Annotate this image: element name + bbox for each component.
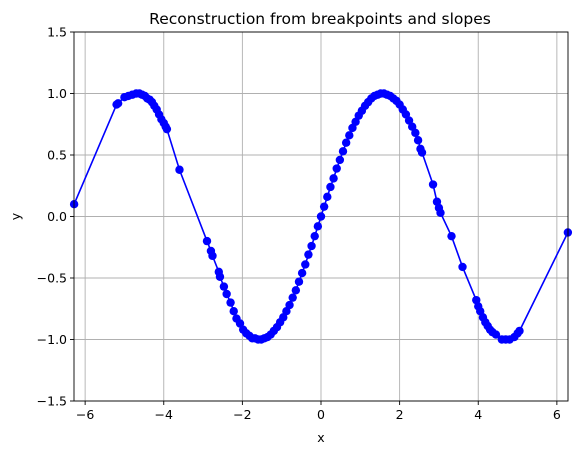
x-axis-label: x xyxy=(317,430,324,445)
data-point xyxy=(175,165,184,174)
data-point xyxy=(428,180,438,189)
data-point xyxy=(301,260,310,269)
data-point xyxy=(313,222,323,231)
data-point xyxy=(162,124,172,134)
data-point xyxy=(335,155,345,165)
data-point xyxy=(285,300,294,310)
y-tick-label: 0.5 xyxy=(47,148,67,163)
data-point xyxy=(417,148,427,157)
data-point xyxy=(491,330,501,339)
data-point xyxy=(297,268,307,278)
data-point xyxy=(338,147,348,156)
y-tick-label: −0.5 xyxy=(37,271,67,286)
data-point xyxy=(436,208,445,218)
x-tick-label: 6 xyxy=(553,407,561,422)
data-point xyxy=(319,202,329,211)
data-point xyxy=(447,231,456,241)
data-point xyxy=(411,128,420,138)
data-point xyxy=(316,212,326,221)
x-tick-label: 2 xyxy=(396,407,404,422)
chart-title: Reconstruction from breakpoints and slop… xyxy=(149,10,491,28)
data-point xyxy=(294,277,304,286)
data-point xyxy=(326,182,335,192)
x-tick-label: −6 xyxy=(76,407,94,422)
data-point xyxy=(219,282,229,291)
data-point xyxy=(345,131,354,140)
data-point xyxy=(323,192,332,202)
data-point xyxy=(332,164,341,173)
x-tick-label: 0 xyxy=(317,407,325,422)
data-point xyxy=(329,174,338,183)
data-point xyxy=(208,251,217,261)
data-point xyxy=(113,99,123,108)
data-point xyxy=(307,241,316,251)
data-point xyxy=(215,272,225,281)
data-point xyxy=(202,236,212,246)
data-point xyxy=(229,307,238,316)
y-tick-label: −1.0 xyxy=(37,332,67,347)
y-tick-label: 0.0 xyxy=(47,209,67,224)
data-point xyxy=(222,289,231,299)
data-point xyxy=(515,326,524,336)
y-tick-label: 1.0 xyxy=(47,86,67,101)
data-point xyxy=(304,250,313,259)
data-point xyxy=(226,298,235,307)
data-point xyxy=(288,293,297,302)
x-tick-label: −2 xyxy=(233,407,251,422)
data-point xyxy=(413,136,423,145)
x-tick-label: −4 xyxy=(155,407,173,422)
plot-area xyxy=(69,89,573,344)
y-tick-label: 1.5 xyxy=(47,25,67,40)
plot-frame xyxy=(73,31,569,402)
data-point xyxy=(458,262,467,272)
axis-ticks: −6 −4 −2 0 2 4 6 −1.5 −1.0 −0.5 0.0 0.5 1.0 1.5 xyxy=(37,25,561,423)
data-point xyxy=(341,138,351,147)
data-point xyxy=(291,286,301,295)
y-tick-label: −1.5 xyxy=(37,394,67,409)
x-tick-label: 4 xyxy=(474,407,482,422)
y-axis-label: y xyxy=(8,212,23,220)
data-point xyxy=(310,231,319,241)
